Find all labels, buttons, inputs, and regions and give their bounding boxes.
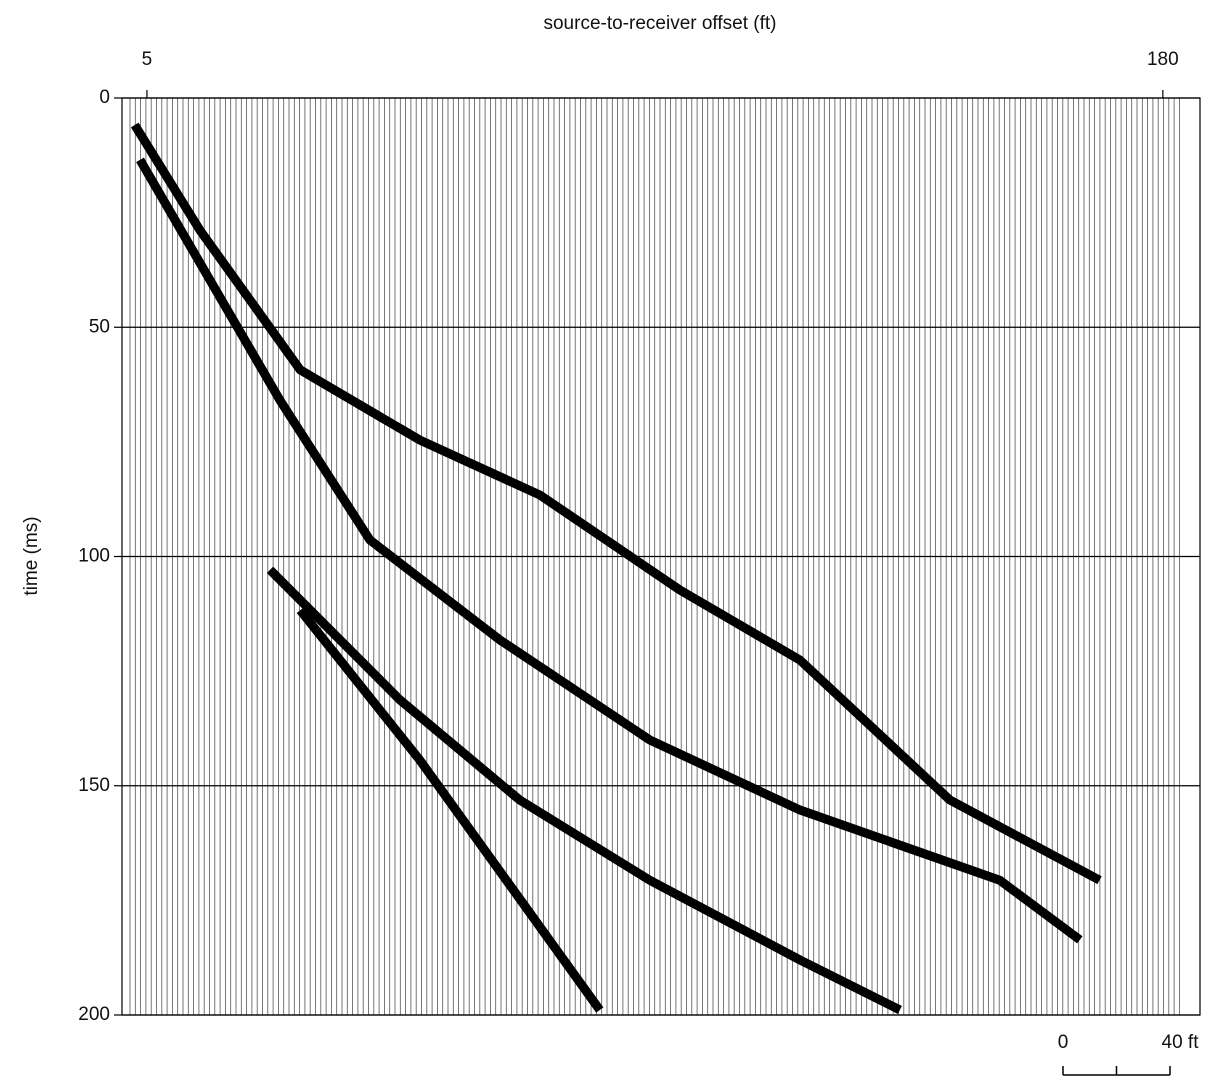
x-tick-label: 5	[142, 49, 153, 70]
y-tick-label: 150	[78, 775, 110, 796]
y-tick-label: 200	[78, 1004, 110, 1025]
reflection-event	[266, 566, 902, 1014]
reflection-event	[136, 157, 1083, 944]
y-tick-label: 0	[99, 87, 110, 108]
reflection-event	[130, 122, 1102, 885]
scale-label: 0	[1058, 1032, 1069, 1053]
x-axis-label: source-to-receiver offset (ft)	[543, 13, 776, 34]
reflection-event	[296, 607, 604, 1013]
y-tick-label: 100	[78, 546, 110, 567]
scale-label: 40 ft	[1162, 1032, 1200, 1053]
y-axis-label: time (ms)	[21, 516, 42, 595]
x-tick-label: 180	[1147, 49, 1179, 70]
y-tick-label: 50	[89, 316, 110, 337]
